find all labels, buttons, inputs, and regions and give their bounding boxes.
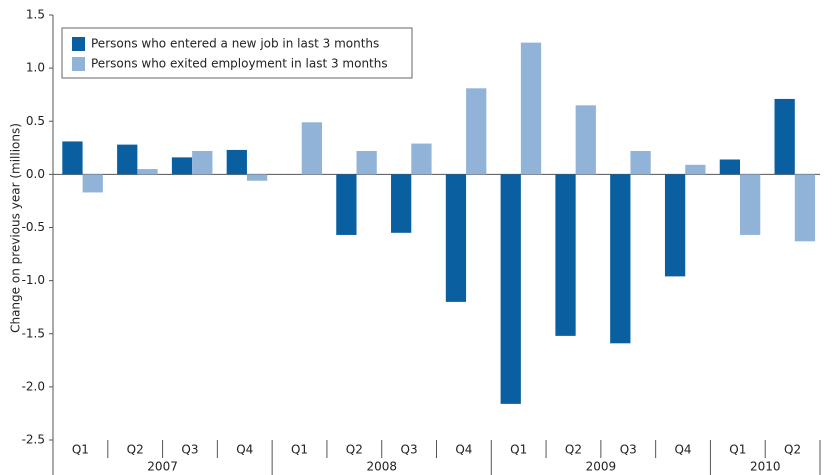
x-tick-label: Q2 bbox=[127, 443, 144, 457]
bar bbox=[171, 157, 193, 175]
bar bbox=[62, 141, 83, 175]
bar bbox=[520, 42, 542, 175]
x-tick-label: Q1 bbox=[291, 443, 308, 457]
legend-label: Persons who exited employment in last 3 … bbox=[91, 57, 388, 71]
bar bbox=[356, 151, 377, 175]
bar bbox=[664, 174, 686, 277]
bar bbox=[610, 174, 631, 344]
bar bbox=[466, 88, 487, 175]
x-tick-label: Q1 bbox=[510, 443, 527, 457]
x-tick-label: Q3 bbox=[620, 443, 637, 457]
bar bbox=[117, 144, 138, 175]
x-tick-label: Q3 bbox=[181, 443, 198, 457]
bar bbox=[774, 98, 795, 175]
bar bbox=[555, 174, 576, 336]
y-tick-label: -1.0 bbox=[22, 273, 45, 287]
bar bbox=[740, 174, 761, 235]
x-tick-label: Q1 bbox=[729, 443, 746, 457]
y-tick-label: 1.0 bbox=[26, 61, 45, 75]
group-label: 2010 bbox=[750, 460, 781, 474]
x-tick-label: Q2 bbox=[784, 443, 801, 457]
group-label: 2009 bbox=[586, 460, 617, 474]
bar bbox=[794, 174, 816, 242]
bar bbox=[82, 174, 103, 193]
x-tick-label: Q4 bbox=[674, 443, 691, 457]
bar bbox=[445, 174, 467, 302]
x-tick-label: Q1 bbox=[72, 443, 89, 457]
y-tick-label: 0.5 bbox=[26, 114, 45, 128]
y-tick-label: 1.5 bbox=[26, 8, 45, 22]
x-tick-label: Q2 bbox=[346, 443, 363, 457]
bar bbox=[575, 105, 596, 175]
bar bbox=[391, 174, 412, 233]
legend-label: Persons who entered a new job in last 3 … bbox=[91, 37, 379, 51]
y-tick-label: -2.0 bbox=[22, 379, 45, 393]
x-tick-label: Q2 bbox=[565, 443, 582, 457]
bar bbox=[500, 174, 521, 404]
y-tick-label: 0.0 bbox=[26, 167, 45, 181]
x-tick-label: Q4 bbox=[455, 443, 472, 457]
bar bbox=[411, 143, 432, 175]
y-tick-label: -2.5 bbox=[22, 433, 45, 447]
bar bbox=[137, 169, 158, 175]
bar bbox=[192, 151, 213, 175]
legend-swatch bbox=[72, 37, 85, 51]
group-label: 2007 bbox=[147, 460, 178, 474]
bar bbox=[685, 164, 706, 175]
bar bbox=[719, 159, 741, 175]
legend-box bbox=[61, 27, 413, 79]
bar bbox=[301, 122, 322, 175]
y-tick-label: -0.5 bbox=[22, 220, 45, 234]
group-label: 2008 bbox=[366, 460, 397, 474]
bar bbox=[630, 151, 651, 175]
y-axis-label: Change on previous year (millions) bbox=[9, 123, 23, 333]
y-tick-label: -1.5 bbox=[22, 326, 45, 340]
bar bbox=[246, 174, 268, 181]
x-tick-label: Q3 bbox=[401, 443, 418, 457]
bar bbox=[226, 149, 247, 175]
x-tick-label: Q4 bbox=[236, 443, 253, 457]
legend-swatch bbox=[72, 57, 85, 71]
bar bbox=[336, 174, 357, 235]
